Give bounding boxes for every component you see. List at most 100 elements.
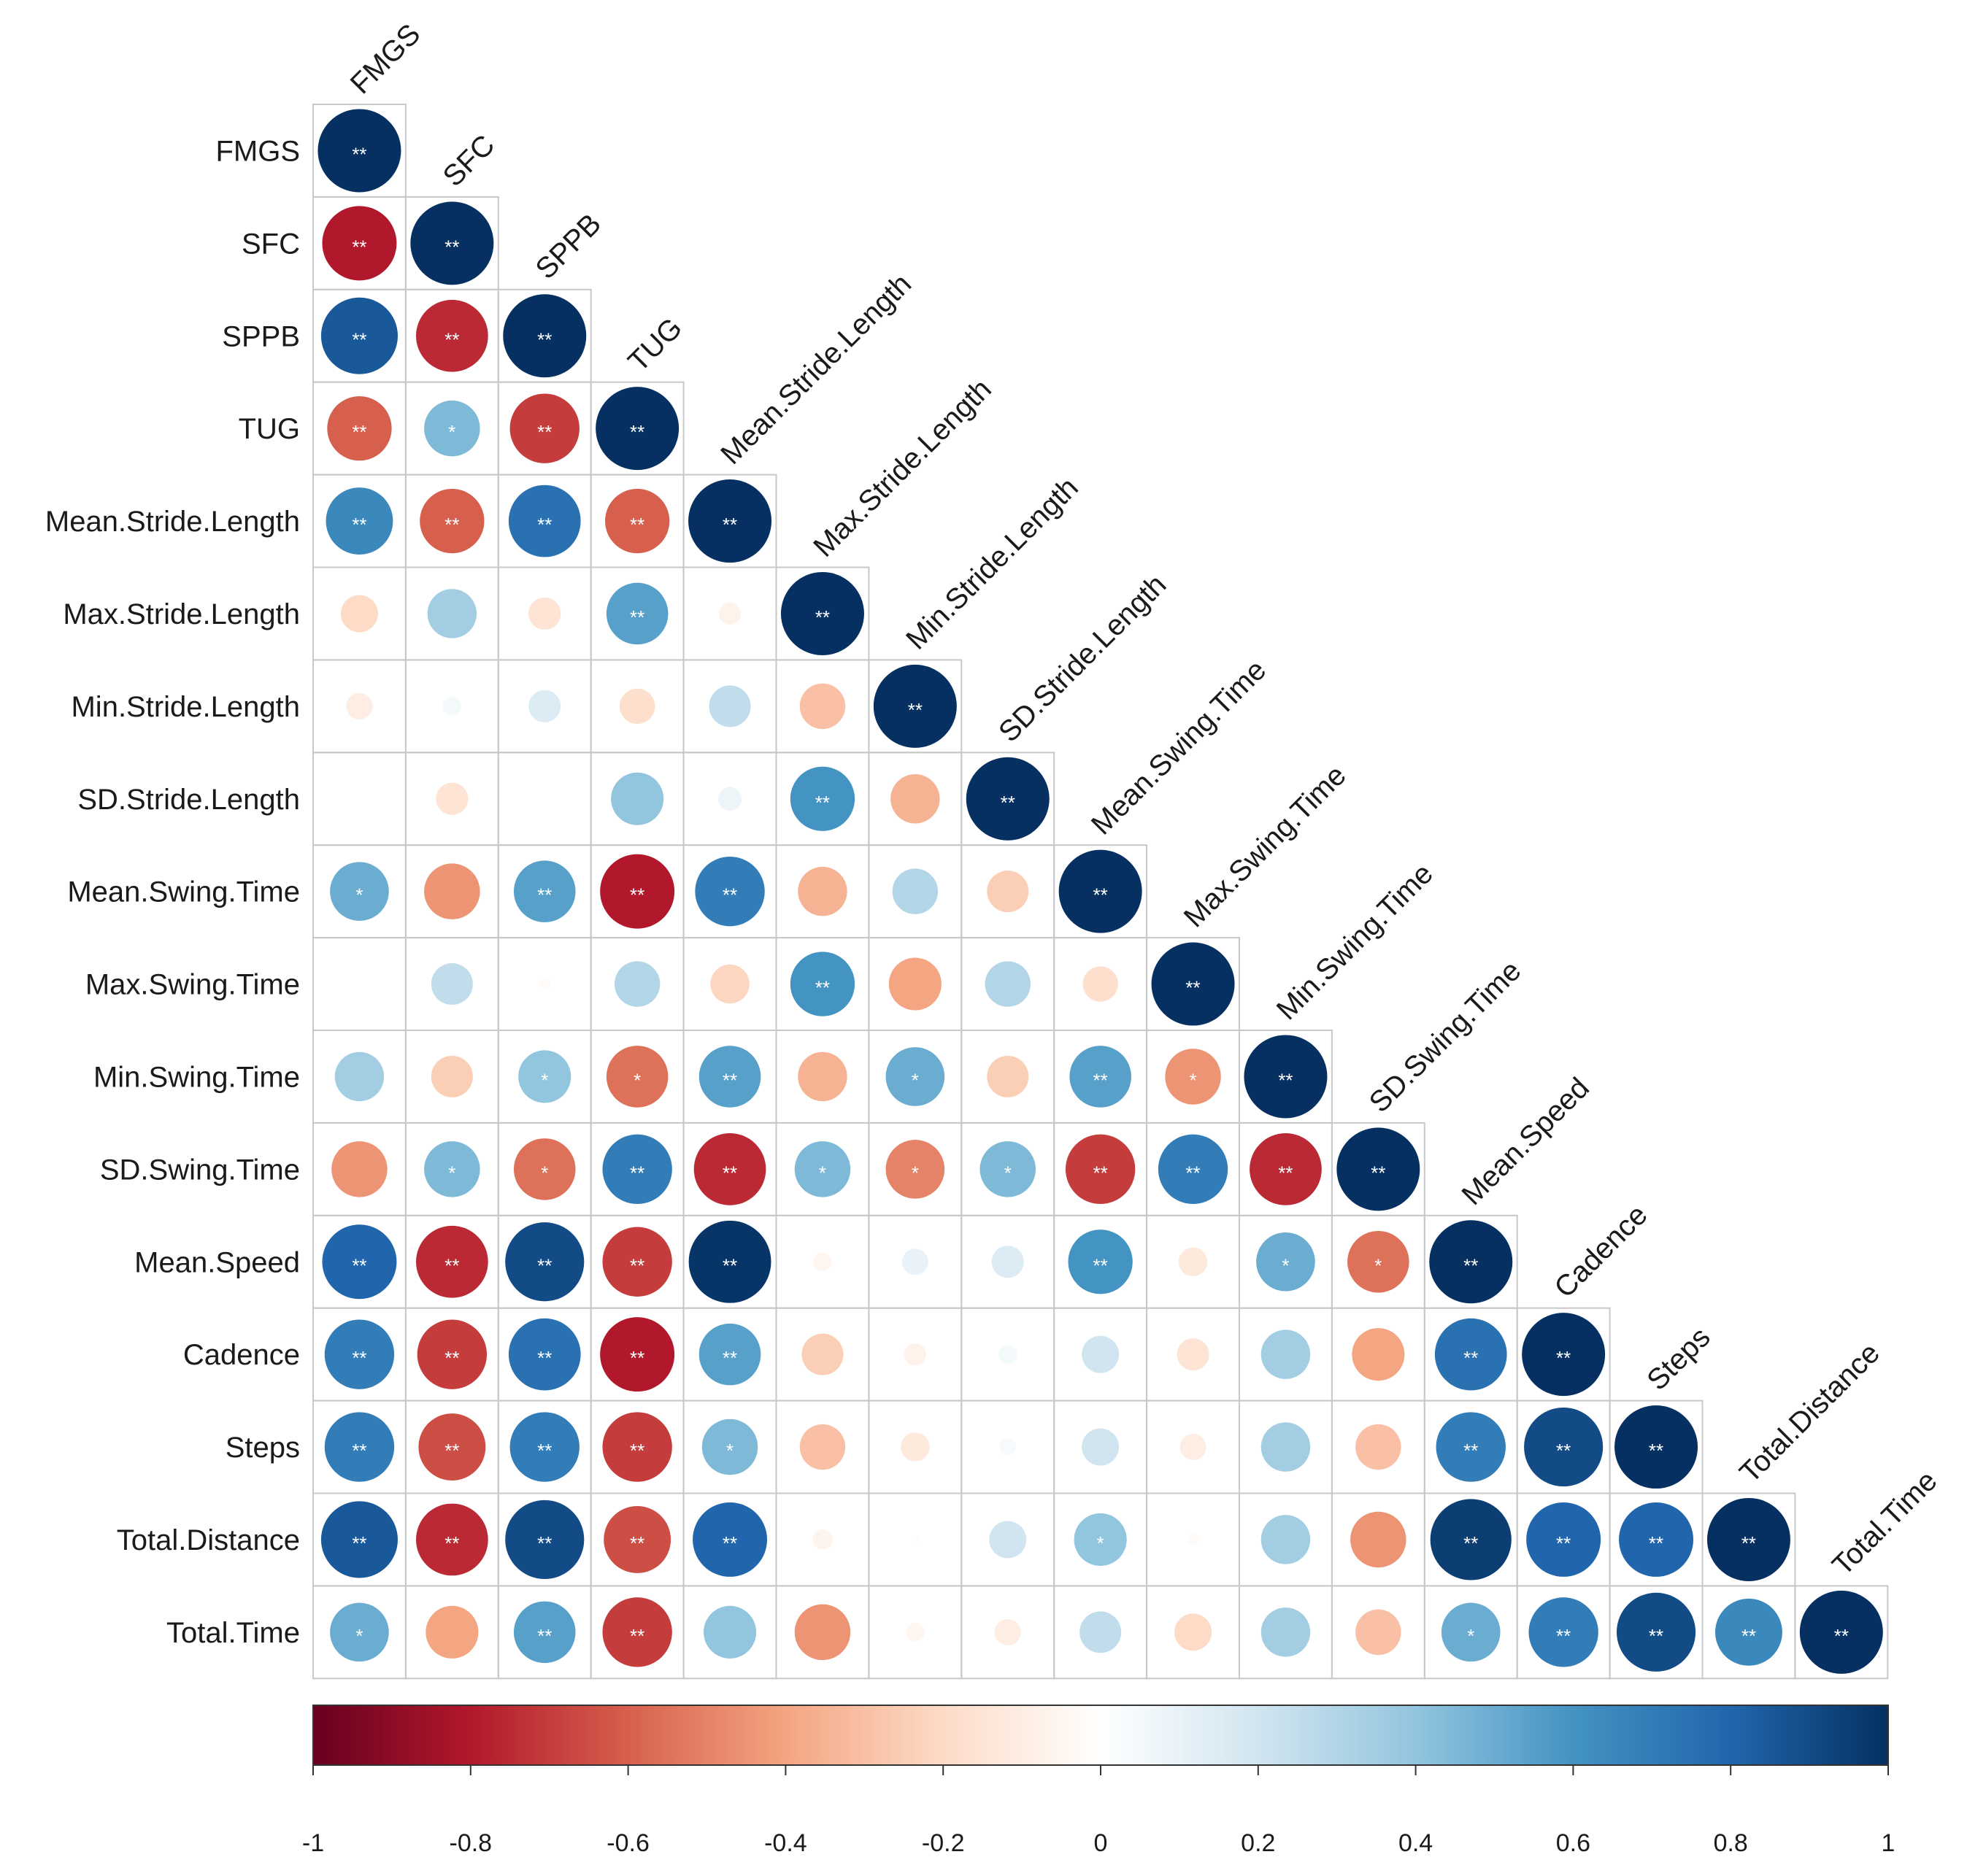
- significance-star: **: [815, 606, 830, 628]
- significance-star: **: [352, 236, 366, 258]
- correlation-circle-Min.Swing.Time-FMGS: [334, 1051, 385, 1102]
- significance-star: **: [1093, 1162, 1108, 1184]
- significance-star: **: [1834, 1625, 1849, 1647]
- significance-star: **: [630, 1254, 644, 1276]
- correlation-circle-Steps-Steps: [1614, 1405, 1698, 1489]
- correlation-circle-Total.Time-TUG: [602, 1597, 672, 1667]
- significance-star: **: [1463, 1440, 1478, 1462]
- correlation-circle-SD.Swing.Time-SD.Stride.Length: [979, 1141, 1036, 1197]
- correlation-circle-Mean.Speed-FMGS: [322, 1224, 397, 1300]
- correlation-circle-Cadence-SD.Stride.Length: [998, 1345, 1017, 1364]
- correlation-circle-Total.Time-Min.Swing.Time: [1260, 1607, 1311, 1657]
- significance-star: *: [1282, 1254, 1289, 1276]
- correlation-circle-SPPB-FMGS: [320, 297, 398, 374]
- correlation-circle-SD.Swing.Time-SFC: [424, 1141, 480, 1197]
- correlation-circle-Cadence-TUG: [600, 1317, 675, 1392]
- significance-star: **: [1278, 1162, 1293, 1184]
- correlation-circle-Max.Swing.Time-SFC: [431, 963, 473, 1005]
- significance-star: *: [355, 884, 363, 906]
- colorbar-tick-label: -1: [302, 1829, 324, 1857]
- significance-star: **: [1556, 1440, 1571, 1462]
- correlation-circle-Mean.Swing.Time-Max.Stride.Length: [798, 866, 847, 916]
- significance-star: *: [355, 1625, 363, 1647]
- correlation-circle-TUG-SFC: [424, 400, 480, 457]
- correlation-circle-SD.Stride.Length-Mean.Stride.Length: [717, 787, 742, 811]
- significance-star: **: [352, 1347, 366, 1369]
- row-label: Mean.Speed: [134, 1246, 300, 1278]
- colorbar-tick-label: 1: [1882, 1829, 1895, 1857]
- correlation-circle-Total.Time-SD.Swing.Time: [1355, 1609, 1401, 1656]
- correlation-circle-Steps-Mean.Stride.Length: [701, 1418, 758, 1475]
- significance-star: **: [1649, 1625, 1663, 1647]
- correlation-circle-TUG-SPPB: [509, 393, 580, 463]
- row-label: TUG: [239, 413, 300, 445]
- correlation-circle-Mean.Stride.Length-SPPB: [508, 485, 581, 557]
- colorbar-tick-label: 0.2: [1241, 1829, 1275, 1857]
- correlation-circle-Total.Time-Mean.Speed: [1441, 1602, 1501, 1662]
- correlation-circle-Total.Time-SD.Stride.Length: [994, 1618, 1021, 1645]
- correlation-circle-Min.Stride.Length-SPPB: [528, 690, 561, 722]
- significance-star: **: [630, 514, 644, 536]
- significance-star: **: [1093, 1254, 1108, 1276]
- significance-star: **: [723, 1162, 737, 1184]
- row-label: Max.Swing.Time: [85, 969, 300, 1001]
- significance-star: **: [1463, 1532, 1478, 1554]
- correlation-circle-Steps-Max.Stride.Length: [799, 1424, 846, 1470]
- correlation-circle-Mean.Speed-Max.Stride.Length: [813, 1252, 832, 1271]
- correlation-circle-Cadence-SPPB: [508, 1318, 581, 1391]
- correlation-circle-Mean.Speed-SFC: [415, 1225, 488, 1298]
- significance-star: **: [1649, 1532, 1663, 1554]
- correlation-circle-Mean.Stride.Length-SFC: [420, 488, 485, 554]
- column-label: SPPB: [530, 208, 608, 286]
- correlation-circle-Total.Time-FMGS: [330, 1602, 389, 1662]
- correlation-circle-SD.Swing.Time-Mean.Swing.Time: [1065, 1134, 1136, 1205]
- correlation-circle-Total.Time-Total.Distance: [1715, 1598, 1782, 1666]
- correlation-circle-Mean.Speed-Mean.Speed: [1429, 1220, 1513, 1304]
- significance-star: *: [1467, 1625, 1474, 1647]
- row-label: Steps: [226, 1432, 300, 1464]
- correlation-circle-Steps-SD.Stride.Length: [999, 1438, 1017, 1456]
- correlation-circle-SFC-SFC: [410, 201, 494, 285]
- correlation-circle-Total.Distance-Max.Stride.Length: [812, 1529, 833, 1550]
- correlation-circle-Min.Swing.Time-Max.Swing.Time: [1165, 1049, 1221, 1105]
- correlation-circle-Max.Stride.Length-Mean.Stride.Length: [718, 602, 742, 625]
- significance-star: **: [630, 606, 644, 628]
- significance-star: **: [1649, 1440, 1663, 1462]
- colorbar-tick-label: -0.2: [922, 1829, 965, 1857]
- correlation-circle-Max.Stride.Length-FMGS: [340, 595, 378, 633]
- significance-star: **: [537, 514, 552, 536]
- correlation-circle-Cadence-Min.Swing.Time: [1260, 1329, 1311, 1379]
- significance-star: **: [1556, 1625, 1571, 1647]
- correlation-circle-Mean.Speed-TUG: [602, 1227, 672, 1297]
- correlation-circle-Mean.Swing.Time-Min.Stride.Length: [892, 868, 939, 914]
- correlation-circle-Steps-Mean.Swing.Time: [1082, 1428, 1120, 1466]
- significance-star: **: [630, 1625, 644, 1647]
- correlation-circle-SFC-FMGS: [322, 206, 397, 281]
- row-label: Total.Distance: [117, 1524, 300, 1556]
- correlation-circle-Total.Distance-Min.Swing.Time: [1260, 1515, 1311, 1564]
- significance-star: **: [1556, 1532, 1571, 1554]
- significance-star: **: [630, 1440, 644, 1462]
- correlation-circle-Total.Time-Max.Stride.Length: [794, 1604, 851, 1661]
- colorbar-tick-label: -0.8: [450, 1829, 493, 1857]
- correlation-circle-Total.Time-Mean.Stride.Length: [704, 1605, 757, 1659]
- colorbar-tick-label: -0.4: [764, 1829, 807, 1857]
- significance-star: **: [630, 421, 644, 443]
- correlation-circle-Steps-Min.Swing.Time: [1260, 1422, 1311, 1472]
- significance-star: **: [352, 1254, 366, 1276]
- significance-star: **: [1185, 977, 1200, 999]
- correlation-circle-Mean.Swing.Time-Mean.Swing.Time: [1058, 849, 1142, 933]
- correlation-circle-Steps-Min.Stride.Length: [901, 1432, 930, 1462]
- significance-star: **: [630, 884, 644, 906]
- correlation-circle-Cadence-Max.Stride.Length: [801, 1333, 844, 1375]
- correlation-circle-Mean.Swing.Time-Mean.Stride.Length: [695, 856, 765, 927]
- correlation-circle-Min.Swing.Time-SPPB: [518, 1050, 571, 1103]
- column-label: FMGS: [344, 18, 427, 101]
- significance-star: *: [726, 1440, 734, 1462]
- row-label: SD.Swing.Time: [100, 1154, 300, 1186]
- correlation-circle-Cadence-Max.Swing.Time: [1177, 1338, 1209, 1371]
- significance-star: **: [352, 1440, 366, 1462]
- row-label: Max.Stride.Length: [63, 598, 300, 630]
- significance-star: **: [1463, 1254, 1478, 1276]
